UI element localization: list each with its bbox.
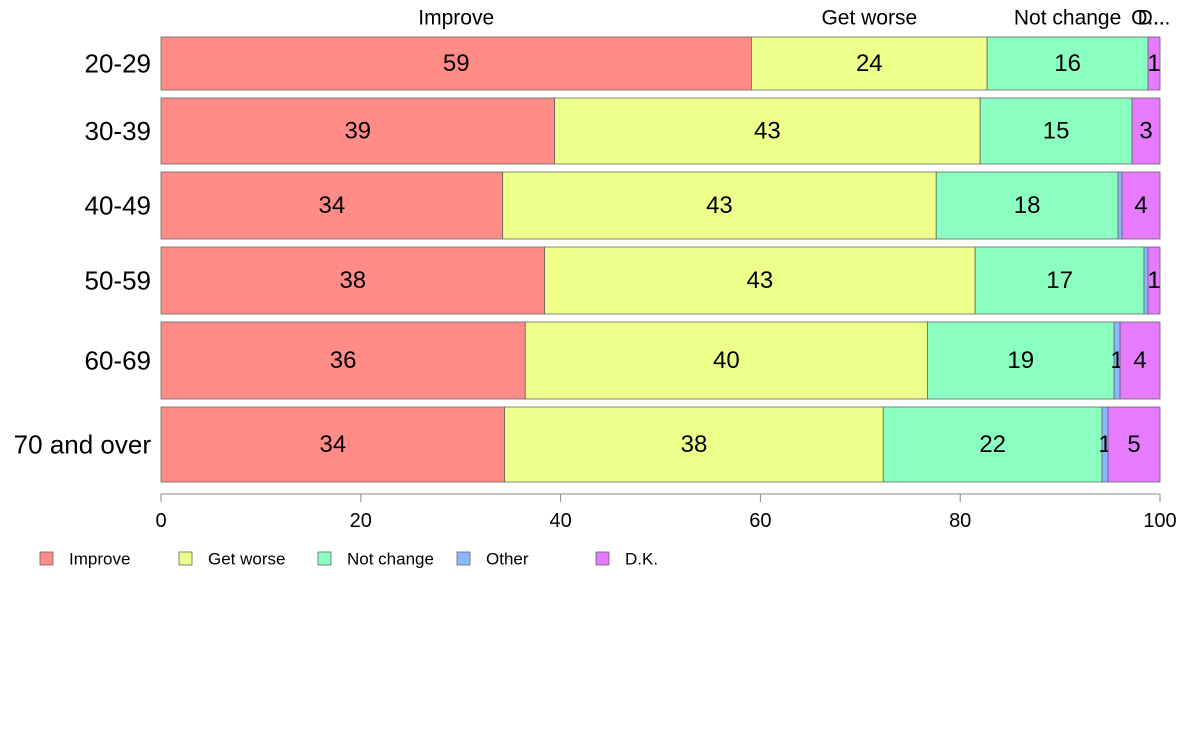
bar-segment-not-change-2: [935, 171, 1119, 240]
data-label: 18: [1014, 192, 1041, 219]
data-label: 1: [1147, 50, 1160, 77]
bar-segment-improve-5: [160, 406, 506, 483]
bar-segment-improve-4: [160, 321, 526, 400]
legend-label: Improve: [69, 550, 130, 569]
data-label: 4: [1133, 347, 1146, 374]
top-label: Not change: [1014, 7, 1121, 30]
category-label: 60-69: [85, 346, 152, 376]
x-tick-label: 80: [949, 510, 971, 532]
bar-segment-get-worse-0: [751, 36, 988, 91]
top-label: Improve: [418, 7, 494, 30]
x-tick-label: 0: [155, 510, 166, 532]
bar-segment-other-2: [1117, 171, 1123, 240]
legend-label: Not change: [347, 550, 434, 569]
data-label: 4: [1134, 192, 1147, 219]
bar-segment-d-k--3: [1147, 246, 1161, 315]
bar-segment-get-worse-2: [502, 171, 937, 240]
legend-swatch: [595, 551, 610, 566]
data-label: 34: [319, 431, 346, 458]
legend-swatch: [178, 551, 193, 566]
category-axis-labels: 20-29 30-39 40-49 50-59 60-69 70 and over: [14, 49, 152, 460]
data-label: 38: [339, 267, 366, 294]
bar-segment-d-k--4: [1119, 321, 1161, 400]
x-tick-label: 40: [549, 510, 571, 532]
bar-segment-not-change-1: [979, 97, 1133, 165]
top-label: Get worse: [821, 7, 917, 30]
x-axis: 0 20 40 60 80 100: [155, 493, 1177, 532]
x-tick-label: 20: [350, 510, 372, 532]
data-label: 5: [1127, 431, 1140, 458]
category-label: 70 and over: [14, 430, 152, 460]
top-category-labels: Improve Get worse Not change O...D...: [418, 7, 1170, 30]
data-label: 39: [344, 118, 371, 145]
data-label: 17: [1046, 267, 1073, 294]
bar-segment-not-change-4: [927, 321, 1115, 400]
data-label: 34: [318, 192, 345, 219]
category-label: 40-49: [85, 191, 152, 221]
legend-swatch: [317, 551, 332, 566]
legend-label: D.K.: [625, 550, 658, 569]
data-label: 3: [1139, 118, 1152, 145]
bars-group: 59 24 16 139 43 15 334 43 18 438 43 17 136 40 19 1 434 38…: [160, 36, 1161, 483]
category-label: 30-39: [85, 116, 152, 146]
data-label: 22: [979, 431, 1006, 458]
bar-segment-get-worse-5: [504, 406, 884, 483]
legend-swatch: [39, 551, 54, 566]
data-label: 16: [1054, 50, 1081, 77]
data-label: 36: [330, 347, 357, 374]
data-label: 43: [747, 267, 774, 294]
legend-label: Other: [486, 550, 529, 569]
category-label: 20-29: [85, 49, 152, 79]
bar-segment-d-k--0: [1147, 36, 1161, 91]
data-label: 43: [706, 192, 733, 219]
top-label: O...: [1131, 7, 1165, 30]
data-label: 40: [713, 347, 740, 374]
data-label: 19: [1007, 347, 1034, 374]
bar-segment-d-k--2: [1121, 171, 1161, 240]
data-label: 38: [681, 431, 708, 458]
bar-segment-get-worse-3: [544, 246, 976, 315]
x-tick-label: 60: [749, 510, 771, 532]
bar-segment-not-change-5: [882, 406, 1103, 483]
bar-segment-improve-0: [160, 36, 752, 91]
data-label: 1: [1147, 267, 1160, 294]
bar-segment-improve-3: [160, 246, 546, 315]
data-label: 43: [754, 118, 781, 145]
bar-segment-get-worse-1: [554, 97, 981, 165]
legend: Improve Get worse Not change Other D.K.: [39, 550, 658, 569]
bar-segment-d-k--1: [1131, 97, 1161, 165]
bar-segment-d-k--5: [1107, 406, 1161, 483]
bar-segment-not-change-0: [986, 36, 1149, 91]
x-tick-label: 100: [1143, 510, 1176, 532]
bar-segment-improve-1: [160, 97, 556, 165]
bar-segment-not-change-3: [974, 246, 1145, 315]
data-label: 59: [443, 50, 470, 77]
category-label: 50-59: [85, 266, 152, 296]
data-label: 15: [1043, 118, 1070, 145]
legend-swatch: [456, 551, 471, 566]
data-label: 24: [856, 50, 883, 77]
legend-label: Get worse: [208, 550, 285, 569]
bar-segment-get-worse-4: [524, 321, 928, 400]
bar-segment-improve-2: [160, 171, 504, 240]
top-label: D...: [1138, 7, 1171, 30]
